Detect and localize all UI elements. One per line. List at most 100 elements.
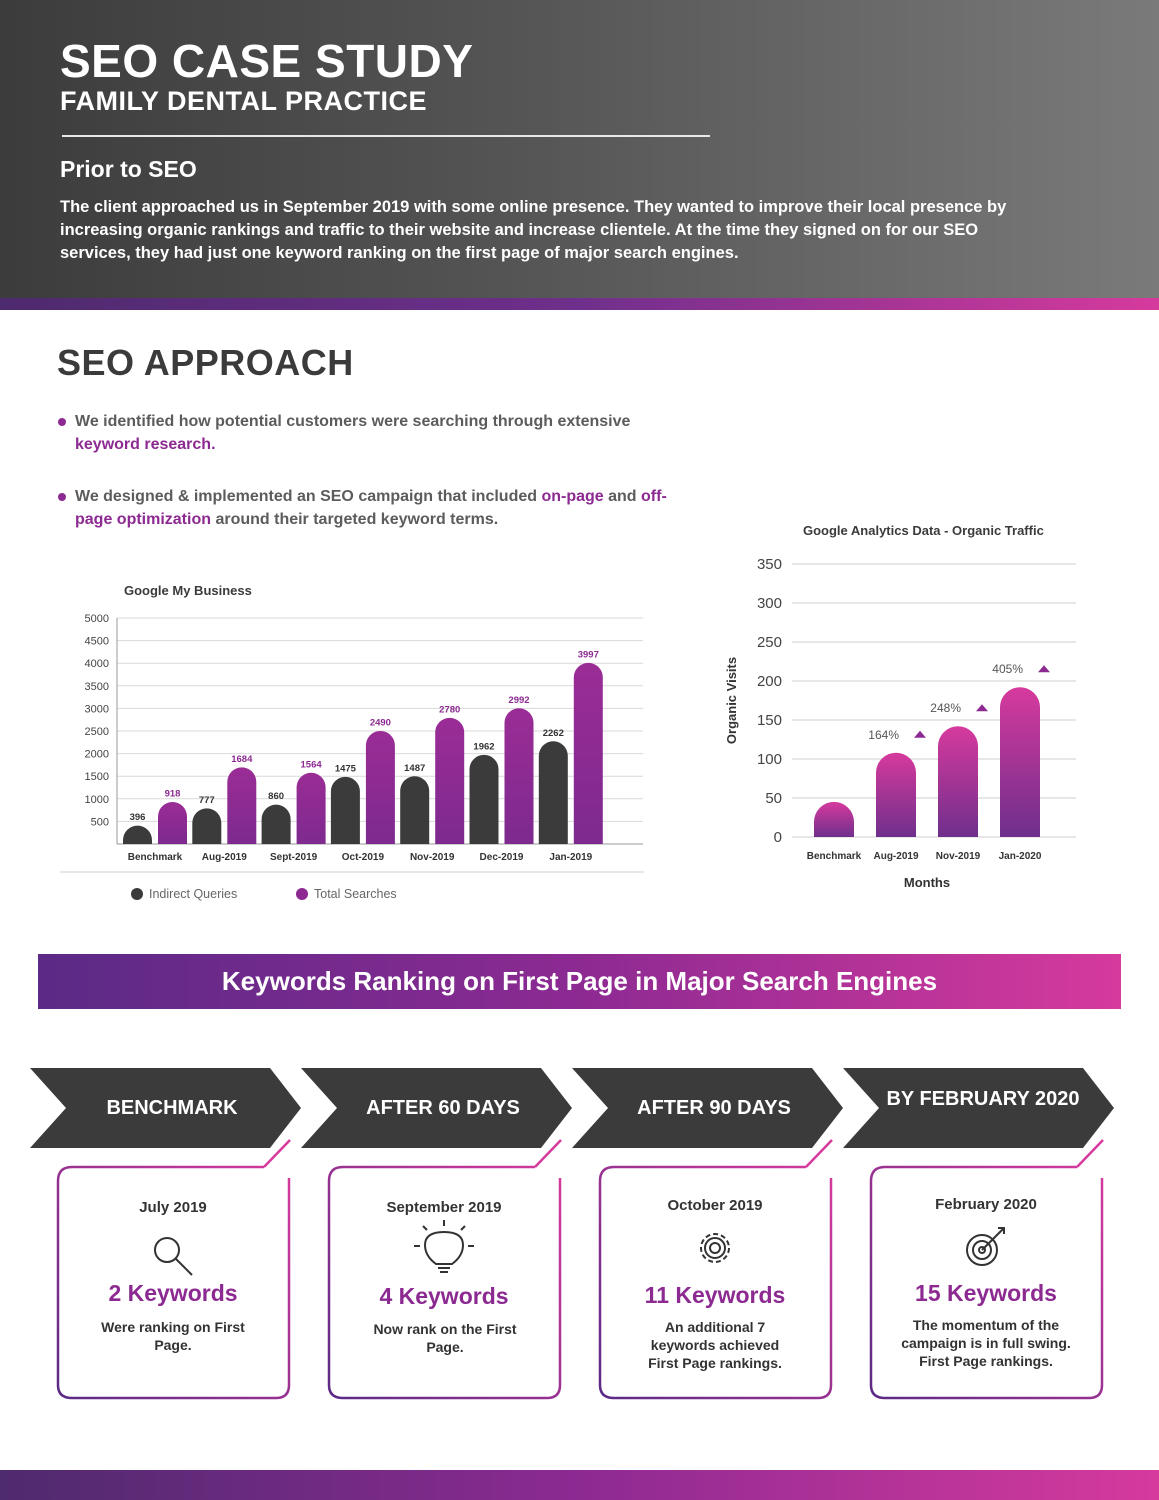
page-title: SEO CASE STUDY	[60, 35, 474, 87]
ga-ytick-5: 250	[757, 634, 782, 651]
gmb-ytick-8: 4500	[85, 636, 109, 648]
gmb-label-indirect-5: 1962	[473, 741, 494, 752]
lightbulb-icon	[414, 1220, 474, 1273]
step-chevron-2	[301, 1068, 572, 1148]
gmb-bar-indirect-5	[469, 754, 499, 844]
card-desc-1: Were ranking on First Page.	[101, 1319, 245, 1353]
step-card-4	[869, 1139, 1104, 1400]
bullet-1-highlight: keyword research.	[75, 436, 216, 453]
bullet-2-text-2: and	[603, 488, 642, 505]
ga-xtick-2: Nov-2019	[936, 851, 981, 862]
ga-ytick-3: 150	[757, 712, 782, 729]
gmb-xtick-5: Dec-2019	[480, 852, 524, 863]
gmb-label-total-4: 2780	[439, 704, 460, 715]
ga-growth-arrow-2	[976, 704, 988, 712]
card-keywords-3: 11 Keywords	[644, 1282, 786, 1308]
bullet-dot	[58, 418, 66, 426]
gmb-bar-total-6	[573, 662, 603, 844]
header-section: SEO CASE STUDY FAMILY DENTAL PRACTICE Pr…	[0, 0, 1159, 298]
gmb-chart: 500 1000 1500 2000 2500 3000 3500 4000 4500 5000 3…	[60, 613, 644, 873]
ga-ytick-7: 350	[757, 556, 782, 573]
gmb-bar-total-2	[296, 772, 326, 844]
ga-ytick-4: 200	[757, 673, 782, 690]
ga-growth-arrow-1	[914, 730, 926, 738]
ga-bar-2	[938, 726, 978, 837]
ga-bar-0	[814, 801, 854, 837]
gmb-label-total-3: 2490	[370, 717, 391, 728]
ga-ytick-6: 300	[757, 595, 782, 612]
card-keywords-2: 4 Keywords	[379, 1283, 509, 1309]
ga-xtick-3: Jan-2020	[999, 851, 1042, 862]
gmb-label-total-2: 1564	[301, 759, 323, 770]
legend-indirect: Indirect Queries	[131, 887, 237, 901]
ga-xtick-0: Benchmark	[807, 851, 862, 862]
gmb-label-indirect-1: 777	[199, 795, 215, 806]
keywords-banner: Keywords Ranking on First Page in Major …	[38, 954, 1121, 1009]
gmb-label-total-6: 3997	[578, 649, 599, 660]
gmb-ytick-3: 2000	[85, 749, 109, 761]
gmb-xtick-2: Sept-2019	[270, 852, 318, 863]
gmb-bar-total-0	[158, 802, 187, 844]
card-keywords-4: 15 Keywords	[915, 1280, 1057, 1306]
step-chevron-3	[572, 1068, 843, 1148]
bullet-2-highlight-1: on-page	[541, 488, 604, 505]
gmb-bar-indirect-1	[192, 808, 222, 844]
gmb-label-indirect-3: 1475	[335, 763, 357, 774]
gmb-ytick-2: 1500	[85, 771, 109, 783]
card-keywords-1: 2 Keywords	[108, 1280, 238, 1306]
ga-chart-title: Google Analytics Data - Organic Traffic	[803, 523, 1044, 538]
ga-growth-label-2: 248%	[930, 701, 961, 715]
step-card-2	[327, 1139, 562, 1400]
gmb-bar-indirect-6	[538, 741, 568, 844]
gmb-label-indirect-4: 1487	[404, 763, 425, 774]
ga-ytick-2: 100	[757, 751, 782, 768]
gmb-ytick-6: 3500	[85, 681, 109, 693]
ga-xtick-1: Aug-2019	[873, 851, 918, 862]
approach-bullet-1: We identified how potential customers we…	[58, 410, 675, 456]
ga-y-axis-label: Organic Visits	[724, 657, 739, 744]
gmb-bar-total-3	[365, 730, 395, 844]
ga-growth-label-1: 164%	[868, 728, 899, 742]
gmb-xtick-4: Nov-2019	[410, 852, 455, 863]
ga-growth-label-3: 405%	[992, 662, 1023, 676]
prior-heading: Prior to SEO	[60, 156, 197, 182]
ga-ytick-0: 0	[774, 829, 782, 846]
gmb-chart-title: Google My Business	[124, 583, 252, 598]
header-stripe	[0, 298, 1159, 310]
gmb-label-indirect-6: 2262	[543, 728, 564, 739]
gmb-bar-indirect-0	[123, 825, 152, 844]
step-chevron-4	[843, 1068, 1114, 1148]
gmb-xtick-3: Oct-2019	[342, 852, 385, 863]
ga-ytick-1: 50	[765, 790, 782, 807]
card-desc-4: The momentum of the campaign is in full …	[901, 1317, 1071, 1369]
gmb-bar-total-5	[504, 708, 534, 844]
step-label-2: AFTER 60 DAYS	[366, 1097, 520, 1119]
gmb-xtick-6: Jan-2019	[549, 852, 592, 863]
gmb-label-total-0: 918	[165, 789, 181, 800]
gmb-label-total-1: 1684	[231, 754, 253, 765]
gmb-xtick-1: Aug-2019	[202, 852, 247, 863]
step-card-1	[56, 1139, 291, 1400]
gmb-ytick-9: 5000	[85, 613, 109, 625]
step-label-1: BENCHMARK	[106, 1097, 238, 1119]
gmb-ytick-7: 4000	[85, 658, 109, 670]
card-date-4: February 2020	[935, 1196, 1037, 1213]
prior-text: The client approached us in September 20…	[60, 198, 1007, 262]
gmb-ytick-4: 2500	[85, 726, 109, 738]
gmb-ytick-5: 3000	[85, 703, 109, 715]
legend-swatch-purple	[296, 888, 308, 900]
magnifier-icon	[154, 1237, 193, 1276]
gmb-bar-indirect-2	[261, 804, 291, 844]
approach-bullet-2: We designed & implemented an SEO campaig…	[58, 485, 675, 531]
bullet-1-text: We identified how potential customers we…	[75, 413, 631, 430]
step-label-3: AFTER 90 DAYS	[637, 1097, 791, 1119]
footer-stripe	[0, 1470, 1159, 1500]
ga-chart: 0 50 100 150 200 250 300 350 Organic Visits Month…	[724, 556, 1076, 890]
card-date-2: September 2019	[386, 1199, 502, 1216]
legend-total-label: Total Searches	[314, 887, 397, 901]
bullet-2-highlight-2: off-page optimization	[75, 488, 667, 528]
gmb-bar-indirect-4	[400, 776, 430, 844]
ga-x-axis-label: Months	[904, 875, 950, 890]
legend-indirect-label: Indirect Queries	[149, 887, 238, 901]
bullet-2-text-3: around their targeted keyword terms.	[211, 511, 499, 528]
